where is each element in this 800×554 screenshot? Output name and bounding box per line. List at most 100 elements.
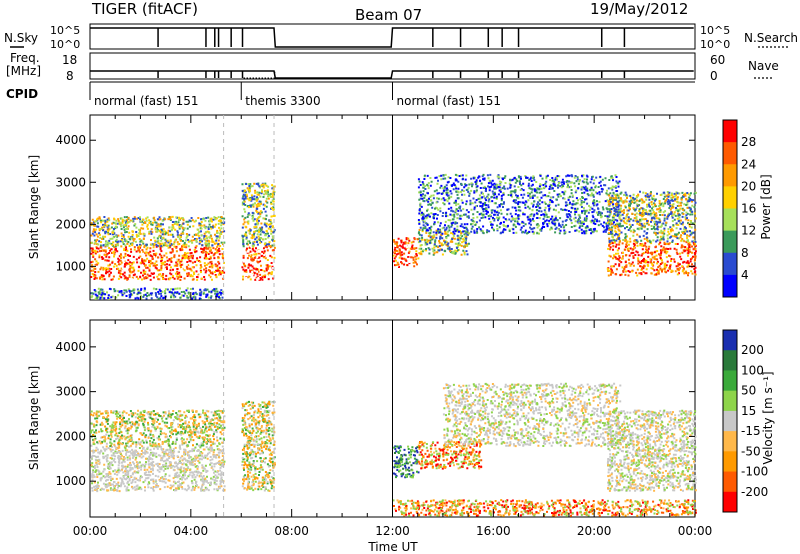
scatter-points <box>607 190 697 243</box>
scatter-points <box>242 245 274 279</box>
xtick-label: 00:00 <box>678 524 713 538</box>
power-cbar-tick-label: 16 <box>741 202 756 216</box>
nsky-tick-top: 10^5 <box>50 24 80 37</box>
scatter-points <box>417 440 482 469</box>
power-cbar-swatch <box>723 230 737 254</box>
velocity-cbar-swatch <box>723 390 737 412</box>
power-ytick-label: 4000 <box>55 133 86 147</box>
scatter-points <box>243 401 276 492</box>
velocity-cbar-swatch <box>723 491 737 513</box>
scatter-points <box>91 216 225 248</box>
scatter-points <box>606 409 697 492</box>
velocity-ytick-label: 2000 <box>55 429 86 443</box>
scatter-points <box>418 441 483 470</box>
velocity-cbar-tick-label: -200 <box>741 485 768 499</box>
nave-tick-top: 60 <box>710 53 725 67</box>
scatter-points <box>394 445 417 479</box>
scatter-points <box>90 287 224 300</box>
cpid-label: CPID <box>6 87 38 101</box>
power-cbar-tick-label: 4 <box>741 268 749 282</box>
scatter-points <box>92 409 226 448</box>
scatter-points <box>241 182 276 247</box>
freq-label: Freq. <box>10 51 40 65</box>
scatter-points <box>243 245 276 281</box>
velocity-cbar-tick-label: 15 <box>741 404 756 418</box>
scatter-points <box>244 183 276 246</box>
power-yaxis: 1000 2000 3000 4000 <box>55 133 695 273</box>
scatter-points <box>90 445 226 493</box>
scatter-points <box>418 228 470 256</box>
velocity-cbar-frame <box>722 329 738 513</box>
power-ytick-label: 3000 <box>55 175 86 189</box>
scatter-points <box>242 182 276 247</box>
cpid-mode-label: normal (fast) 151 <box>397 94 501 108</box>
velocity-cbar-tick-label: 100 <box>741 363 764 377</box>
scatter-points <box>241 400 276 491</box>
scatter-points <box>394 445 419 475</box>
nsky-trace-line <box>90 27 694 48</box>
scatter-points <box>91 245 225 281</box>
nsearch-label: N.Search <box>744 31 798 45</box>
velocity-cbar-swatch <box>723 410 737 432</box>
freq-trace-line <box>90 70 694 79</box>
beam-title: Beam 07 <box>355 6 422 24</box>
velocity-cbar-tick-label: -100 <box>741 465 768 479</box>
power-ytick-label: 1000 <box>55 259 86 273</box>
velocity-panel: 1000 2000 3000 4000 00:00 04:00 08:00 12:00 16:… <box>27 319 713 538</box>
power-cbar-tick-label: 8 <box>741 246 749 260</box>
scatter-points <box>393 445 419 479</box>
freq-tick-top: 18 <box>62 53 77 67</box>
scatter-points <box>419 229 469 256</box>
power-cbar-swatch <box>723 142 737 165</box>
freq-tick-bottom: 8 <box>66 69 74 83</box>
xtick-label: 20:00 <box>577 524 612 538</box>
power-cbar-swatch <box>723 274 737 298</box>
power-cbar-tick-label: 12 <box>741 224 756 238</box>
scatter-points <box>394 499 696 517</box>
velocity-ylabel: Slant Range [km] <box>27 366 41 470</box>
xtick-label: 00:00 <box>73 524 108 538</box>
scatter-points <box>417 173 621 235</box>
velocity-cbar-swatch <box>723 471 737 493</box>
xtick-label: 16:00 <box>476 524 511 538</box>
scatter-points <box>607 241 697 277</box>
power-data <box>90 115 697 300</box>
power-cbar-swatch <box>723 186 737 209</box>
nsky-trace <box>90 27 694 48</box>
velocity-ytick-label: 1000 <box>55 474 86 488</box>
power-panel: 1000 2000 3000 4000 Slant Range [km] <box>27 114 697 301</box>
scatter-points <box>397 499 696 517</box>
date-title: 19/May/2012 <box>590 0 688 18</box>
power-cbar-swatch <box>723 120 737 143</box>
scatter-points <box>393 445 420 479</box>
cpid-modes: normal (fast) 151 themis 3300 normal (fast… <box>89 82 501 108</box>
power-xticks <box>89 115 696 300</box>
xtick-label: 04:00 <box>174 524 209 538</box>
scatter-points <box>607 241 697 277</box>
velocity-colorbar: 200 100 50 15 -15 -50 -100 -200 <box>722 329 768 513</box>
power-cbar-label: Power [dB] <box>759 174 773 239</box>
power-cbar-tick-label: 20 <box>741 179 756 193</box>
cpid-mode-label: normal (fast) 151 <box>94 94 198 108</box>
scatter-points <box>443 382 620 447</box>
scatter-points <box>606 241 697 277</box>
velocity-cbar-tick-label: 200 <box>741 343 764 357</box>
velocity-xaxis: 00:00 04:00 08:00 12:00 16:00 20:00 00:00 <box>73 320 713 538</box>
scatter-points <box>93 287 223 300</box>
velocity-cbar-swatch <box>723 350 737 371</box>
power-cbar-swatch <box>723 208 737 232</box>
scatter-points <box>395 499 697 517</box>
nave-tick-bottom: 0 <box>710 69 718 83</box>
scatter-points <box>418 173 621 235</box>
power-cbar-frame <box>722 119 738 298</box>
scatter-points <box>607 192 697 243</box>
freq-trace <box>90 70 694 79</box>
freq-strip-frame <box>89 52 696 80</box>
velocity-cbar-tick-label: -15 <box>741 424 761 438</box>
scatter-points <box>394 239 419 267</box>
velocity-cbar-swatch <box>723 451 737 473</box>
nsky-tick-bottom: 10^0 <box>50 38 80 51</box>
scatter-points <box>90 445 226 493</box>
scatter-points <box>442 383 621 448</box>
